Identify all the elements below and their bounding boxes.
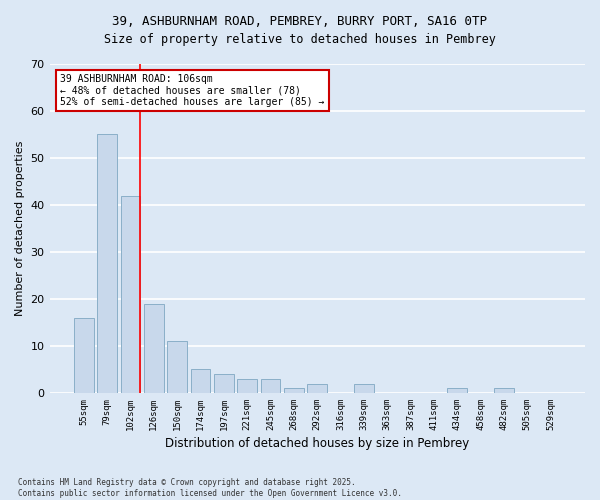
Bar (74, 318, 94, 393)
Bar (167, 342, 187, 393)
Bar (238, 379, 257, 393)
Text: Size of property relative to detached houses in Pembrey: Size of property relative to detached ho… (104, 32, 496, 46)
Bar (214, 374, 234, 393)
Bar (97, 134, 117, 393)
Text: 39 ASHBURNHAM ROAD: 106sqm
← 48% of detached houses are smaller (78)
52% of semi: 39 ASHBURNHAM ROAD: 106sqm ← 48% of deta… (60, 74, 325, 107)
Bar (284, 388, 304, 393)
Text: 39, ASHBURNHAM ROAD, PEMBREY, BURRY PORT, SA16 0TP: 39, ASHBURNHAM ROAD, PEMBREY, BURRY PORT… (113, 15, 487, 28)
X-axis label: Distribution of detached houses by size in Pembrey: Distribution of detached houses by size … (165, 437, 469, 450)
Y-axis label: Number of detached properties: Number of detached properties (15, 141, 25, 316)
Bar (494, 388, 514, 393)
Bar (354, 384, 374, 393)
Bar (260, 379, 280, 393)
Bar (121, 196, 140, 393)
Bar (307, 384, 327, 393)
Bar (144, 304, 164, 393)
Text: Contains HM Land Registry data © Crown copyright and database right 2025.
Contai: Contains HM Land Registry data © Crown c… (18, 478, 402, 498)
Bar (448, 388, 467, 393)
Bar (191, 370, 211, 393)
